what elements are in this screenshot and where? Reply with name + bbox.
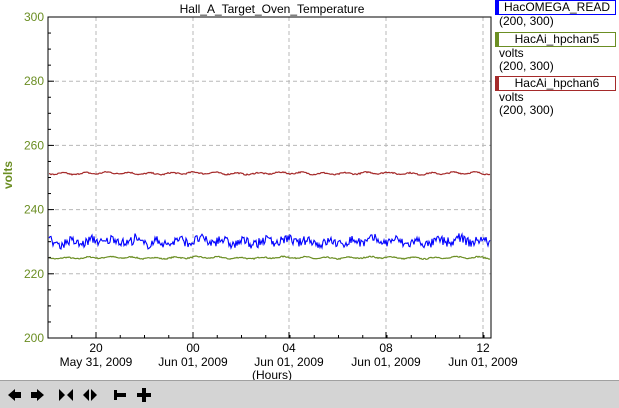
- minus-button[interactable]: [110, 385, 130, 405]
- legend-range: (200, 300): [499, 103, 554, 117]
- chart: Hall_A_Target_Oven_Temperature 200 220 240…: [1, 2, 518, 380]
- legend-unit: volts: [499, 90, 524, 104]
- pan-right-icon: [31, 389, 44, 401]
- y-tick-label: 280: [24, 74, 44, 88]
- legend-range: (200, 300): [499, 14, 554, 28]
- y-tick-label: 240: [24, 203, 44, 217]
- series-line-HacAi_hpchan5: [48, 255, 491, 261]
- x-tick-hour: 20: [89, 341, 103, 355]
- zoom-in-x-icon: [59, 389, 73, 401]
- x-tick-date: May 31, 2009: [60, 355, 133, 369]
- legend: HacOMEGA_READ (200, 300) HacAi_hpchan5 v…: [495, 0, 619, 117]
- series-line-HacAi_hpchan6: [48, 170, 491, 176]
- series-line-HacOMEGA_READ: [48, 232, 491, 250]
- legend-swatch-label[interactable]: HacOMEGA_READ: [495, 0, 616, 15]
- pan-left-icon: [8, 389, 21, 401]
- series-group: [48, 170, 491, 261]
- legend-range: (200, 300): [499, 59, 554, 73]
- legend-unit: volts: [499, 46, 524, 60]
- y-axis: 200 220 240 260 280 300: [24, 10, 54, 345]
- legend-entry[interactable]: HacAi_hpchan5 volts (200, 300): [495, 32, 619, 73]
- toolbar: [0, 380, 619, 408]
- y-tick-label: 260: [24, 138, 44, 152]
- legend-swatch-label[interactable]: HacAi_hpchan5: [495, 32, 616, 47]
- zoom-out-x-icon: [83, 389, 97, 401]
- x-tick-date: Jun 01, 2009: [158, 355, 228, 369]
- y-tick-label: 200: [24, 331, 44, 345]
- zoom-in-x-button[interactable]: [56, 385, 76, 405]
- y-tick-label: 300: [24, 10, 44, 24]
- x-tick-hour: 00: [186, 341, 200, 355]
- grid: [48, 17, 491, 338]
- legend-swatch-label[interactable]: HacAi_hpchan6: [495, 76, 616, 91]
- plus-button[interactable]: [134, 385, 154, 405]
- chart-title: Hall_A_Target_Oven_Temperature: [180, 2, 365, 16]
- x-axis-label: (Hours): [252, 368, 292, 380]
- legend-entry[interactable]: HacOMEGA_READ (200, 300): [495, 0, 619, 28]
- x-tick-hour: 04: [282, 341, 296, 355]
- minus-icon: [114, 390, 126, 400]
- legend-entry[interactable]: HacAi_hpchan6 volts (200, 300): [495, 76, 619, 117]
- x-tick-hour: 08: [379, 341, 393, 355]
- zoom-out-x-button[interactable]: [80, 385, 100, 405]
- x-tick-hour: 12: [476, 341, 490, 355]
- plot-frame: [47, 16, 492, 339]
- x-tick-date: Jun 01, 2009: [254, 355, 324, 369]
- x-tick-date: Jun 01, 2009: [448, 355, 518, 369]
- y-tick-label: 220: [24, 267, 44, 281]
- x-tick-date: Jun 01, 2009: [351, 355, 421, 369]
- pan-left-button[interactable]: [4, 385, 24, 405]
- plus-icon: [137, 388, 151, 402]
- y-axis-label: volts: [1, 161, 15, 189]
- pan-right-button[interactable]: [28, 385, 48, 405]
